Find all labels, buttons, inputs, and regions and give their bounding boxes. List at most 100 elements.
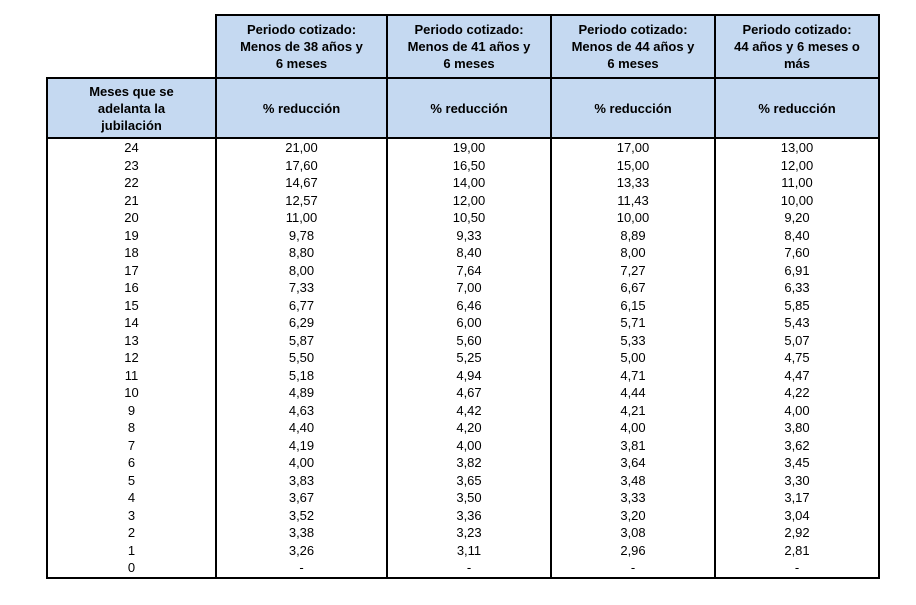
- reduction-value-cell: 21,00: [215, 138, 388, 157]
- reduction-value-cell: 5,85: [714, 296, 880, 314]
- table-row: 7 4,19 4,00 3,81 3,62: [46, 436, 880, 454]
- reduction-value-cell: 3,65: [386, 471, 552, 489]
- reduction-value-cell: 3,33: [550, 489, 716, 507]
- reduction-value-cell: 14,67: [215, 174, 388, 192]
- table-row: 19 9,78 9,33 8,89 8,40: [46, 226, 880, 244]
- reduction-value-cell: 5,87: [215, 331, 388, 349]
- months-cell: 16: [46, 279, 217, 297]
- reduction-value-cell: 4,21: [550, 401, 716, 419]
- table-row: 23 17,60 16,50 15,00 12,00: [46, 156, 880, 174]
- reduction-value-cell: 5,33: [550, 331, 716, 349]
- reduction-value-cell: 3,20: [550, 506, 716, 524]
- reduction-value-cell: 9,20: [714, 209, 880, 227]
- reduction-value-cell: 4,40: [215, 419, 388, 437]
- table-row: 12 5,50 5,25 5,00 4,75: [46, 349, 880, 367]
- reduction-value-cell: 4,20: [386, 419, 552, 437]
- reduction-value-cell: 7,33: [215, 279, 388, 297]
- period-header-41: Periodo cotizado: Menos de 41 años y 6 m…: [386, 14, 552, 79]
- reduction-value-cell: 3,62: [714, 436, 880, 454]
- months-cell: 12: [46, 349, 217, 367]
- table-row: 5 3,83 3,65 3,48 3,30: [46, 471, 880, 489]
- months-cell: 18: [46, 244, 217, 262]
- reduction-value-cell: 5,07: [714, 331, 880, 349]
- months-cell: 3: [46, 506, 217, 524]
- reduction-value-cell: 10,00: [550, 209, 716, 227]
- reduction-value-cell: 2,92: [714, 524, 880, 542]
- reduction-value-cell: 7,00: [386, 279, 552, 297]
- months-cell: 8: [46, 419, 217, 437]
- table-row: 0----: [46, 559, 880, 579]
- reduction-value-cell: 4,42: [386, 401, 552, 419]
- reduction-value-cell: 5,18: [215, 366, 388, 384]
- reduction-value-cell: 13,00: [714, 138, 880, 157]
- reduction-value-cell: 3,82: [386, 454, 552, 472]
- reduction-value-cell: 3,38: [215, 524, 388, 542]
- months-cell: 23: [46, 156, 217, 174]
- months-cell: 17: [46, 261, 217, 279]
- reduction-subheader-4: % reducción: [714, 77, 880, 139]
- table-body: 24 21,00 19,00 17,00 13,00 23 17,60 16,50 15,00 1…: [46, 138, 880, 579]
- reduction-value-cell: 3,83: [215, 471, 388, 489]
- reduction-value-cell: 3,64: [550, 454, 716, 472]
- reduction-value-cell: 6,29: [215, 314, 388, 332]
- reduction-value-cell: 2,96: [550, 541, 716, 559]
- table-row: 6 4,00 3,82 3,64 3,45: [46, 454, 880, 472]
- reduction-value-cell: 12,00: [386, 191, 552, 209]
- reduction-value-cell: 6,91: [714, 261, 880, 279]
- table-row: 13 5,87 5,60 5,33 5,07: [46, 331, 880, 349]
- months-cell: 14: [46, 314, 217, 332]
- reduction-subheader-2: % reducción: [386, 77, 552, 139]
- reduction-subheader-1: % reducción: [215, 77, 388, 139]
- reduction-value-cell: 10,00: [714, 191, 880, 209]
- reduction-value-cell: 8,80: [215, 244, 388, 262]
- reduction-value-cell: 7,60: [714, 244, 880, 262]
- reduction-value-cell: 3,80: [714, 419, 880, 437]
- months-cell: 15: [46, 296, 217, 314]
- reduction-value-cell: 7,64: [386, 261, 552, 279]
- reduction-value-cell: 4,75: [714, 349, 880, 367]
- reduction-value-cell: 5,43: [714, 314, 880, 332]
- reduction-value-cell: 4,89: [215, 384, 388, 402]
- months-cell: 4: [46, 489, 217, 507]
- reduction-value-cell: 5,25: [386, 349, 552, 367]
- reduction-value-cell: -: [550, 559, 716, 579]
- reduction-value-cell: 3,67: [215, 489, 388, 507]
- reduction-subheader-3: % reducción: [550, 77, 716, 139]
- table-row: 1 3,26 3,11 2,96 2,81: [46, 541, 880, 559]
- reduction-value-cell: 4,00: [550, 419, 716, 437]
- reduction-value-cell: 17,60: [215, 156, 388, 174]
- reduction-value-cell: 19,00: [386, 138, 552, 157]
- reduction-value-cell: 8,00: [215, 261, 388, 279]
- reduction-value-cell: 3,48: [550, 471, 716, 489]
- months-cell: 5: [46, 471, 217, 489]
- reduction-value-cell: 9,33: [386, 226, 552, 244]
- reduction-value-cell: 5,60: [386, 331, 552, 349]
- pension-reduction-table: Periodo cotizado: Menos de 38 años y 6 m…: [46, 14, 880, 579]
- months-cell: 21: [46, 191, 217, 209]
- reduction-value-cell: 16,50: [386, 156, 552, 174]
- reduction-value-cell: 4,00: [714, 401, 880, 419]
- reduction-value-cell: 3,17: [714, 489, 880, 507]
- reduction-value-cell: 13,33: [550, 174, 716, 192]
- months-cell: 20: [46, 209, 217, 227]
- table-row: 17 8,00 7,64 7,27 6,91: [46, 261, 880, 279]
- period-header-44plus: Periodo cotizado: 44 años y 6 meses o má…: [714, 14, 880, 79]
- reduction-value-cell: 15,00: [550, 156, 716, 174]
- table-row: 3 3,52 3,36 3,20 3,04: [46, 506, 880, 524]
- reduction-value-cell: -: [215, 559, 388, 579]
- reduction-value-cell: 4,00: [386, 436, 552, 454]
- months-cell: 0: [46, 559, 217, 579]
- months-column-header: Meses que se adelanta la jubilación: [46, 77, 217, 139]
- months-cell: 2: [46, 524, 217, 542]
- reduction-value-cell: 8,40: [714, 226, 880, 244]
- table-row: 22 14,67 14,00 13,33 11,00: [46, 174, 880, 192]
- reduction-value-cell: 3,81: [550, 436, 716, 454]
- reduction-value-cell: 4,71: [550, 366, 716, 384]
- reduction-value-cell: 11,00: [215, 209, 388, 227]
- reduction-value-cell: 4,63: [215, 401, 388, 419]
- reduction-value-cell: 6,33: [714, 279, 880, 297]
- reduction-value-cell: 11,00: [714, 174, 880, 192]
- table-row: 15 6,77 6,46 6,15 5,85: [46, 296, 880, 314]
- table-row: 16 7,33 7,00 6,67 6,33: [46, 279, 880, 297]
